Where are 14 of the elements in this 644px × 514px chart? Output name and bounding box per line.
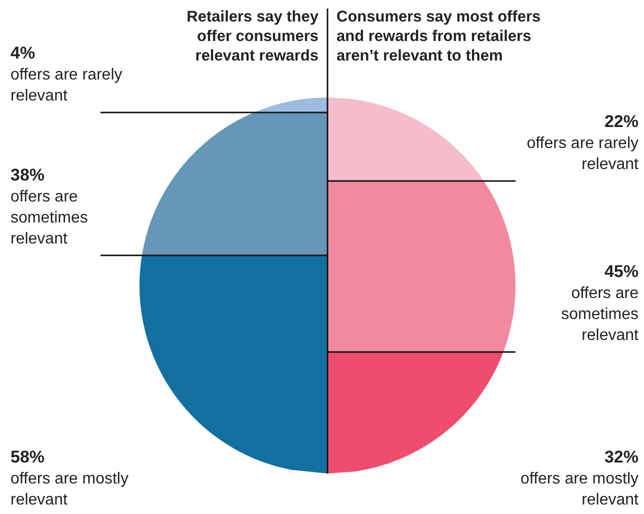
text: Consumers say most offers and rewards from retailers aren’t relevant to them: [336, 8, 541, 65]
category-label: offers are mostly relevant: [520, 470, 638, 508]
category-label: offers are sometimes relevant: [561, 284, 639, 344]
category-label: offers are rarely relevant: [526, 135, 638, 174]
data-label: 38%: [10, 165, 45, 184]
data-label: 45%: [604, 262, 639, 281]
data-label: 32%: [604, 448, 639, 466]
category-label: offers are mostly relevant: [10, 470, 128, 508]
category-label: offers are rarely relevant: [10, 66, 122, 105]
text: Retailers say they offer consumers relevant rewards: [186, 8, 319, 65]
data-label: 22%: [604, 112, 639, 132]
category-label: offers are sometimes relevant: [10, 188, 88, 248]
data-label: 4%: [10, 44, 36, 63]
data-label: 58%: [10, 448, 45, 466]
